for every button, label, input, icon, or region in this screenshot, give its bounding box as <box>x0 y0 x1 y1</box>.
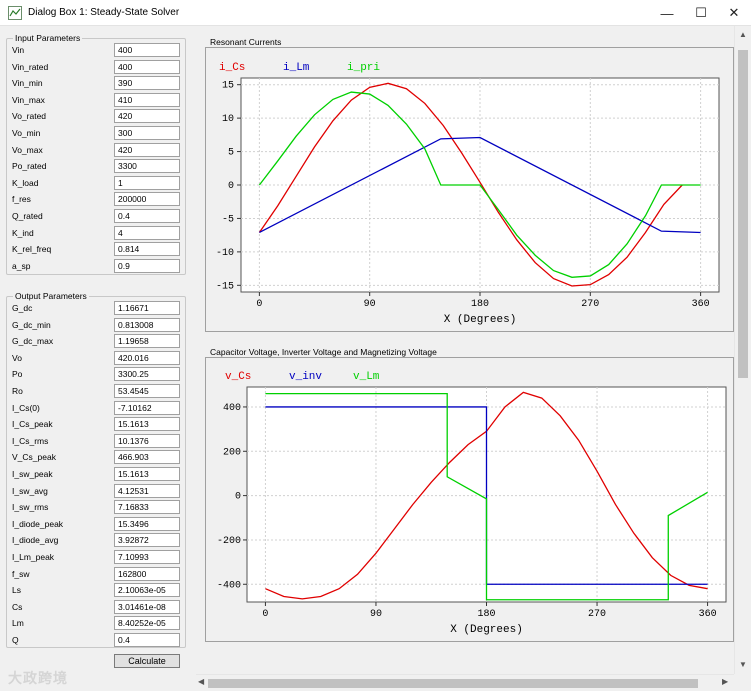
output-param-field[interactable]: 1.19658 <box>114 334 180 349</box>
output-param-field[interactable]: 3300.25 <box>114 367 180 382</box>
input-param-label: Q_rated <box>12 211 43 221</box>
output-param-label: I_Lm_peak <box>12 552 55 562</box>
input-param-field[interactable]: 0.4 <box>114 209 180 223</box>
currents-panel-label: Resonant Currents <box>210 37 282 47</box>
input-parameters-group: Input Parameters <box>6 33 186 275</box>
output-param-field[interactable]: 15.1613 <box>114 417 180 432</box>
voltages-panel-label: Capacitor Voltage, Inverter Voltage and … <box>210 347 437 357</box>
input-param-field[interactable]: 200000 <box>114 192 180 207</box>
output-param-field[interactable]: 3.01461e-08 <box>114 599 180 614</box>
minimize-button[interactable]: — <box>660 5 674 21</box>
output-param-field[interactable]: 15.3496 <box>114 516 180 531</box>
horizontal-scroll-thumb[interactable] <box>208 679 698 688</box>
currents-plot-frame <box>205 47 734 332</box>
output-param-label: V_Cs_peak <box>12 452 56 463</box>
input-param-label: Vo_rated <box>12 111 47 122</box>
input-param-label: Vin_rated <box>12 61 49 72</box>
output-parameters-title: Output Parameters <box>13 291 89 302</box>
input-param-field[interactable]: 300 <box>114 126 180 140</box>
horizontal-scrollbar[interactable]: ◀ ▶ <box>196 674 734 691</box>
output-param-field[interactable]: 53.4545 <box>114 384 180 398</box>
output-param-label: Po <box>12 369 23 380</box>
input-param-field[interactable]: 1 <box>114 175 180 190</box>
voltages-plot-frame <box>205 357 734 642</box>
close-button[interactable]: ✕ <box>728 5 740 20</box>
output-param-label: I_sw_avg <box>12 485 48 496</box>
output-param-field[interactable]: 162800 <box>114 566 180 581</box>
input-param-label: Vo_min <box>12 128 41 138</box>
input-param-field[interactable]: 3300 <box>114 159 180 174</box>
window-title: Dialog Box 1: Steady-State Solver <box>28 7 180 18</box>
output-param-field[interactable]: 4.12531 <box>114 483 180 498</box>
input-param-field[interactable]: 0.814 <box>114 242 180 257</box>
output-param-field[interactable]: 0.4 <box>114 633 180 647</box>
input-param-label: f_res <box>12 194 31 205</box>
input-param-field[interactable]: 420 <box>114 142 180 157</box>
output-param-field[interactable]: 15.1613 <box>114 467 180 481</box>
output-param-field[interactable]: 7.10993 <box>114 550 180 564</box>
input-param-label: Vin_min <box>12 78 43 89</box>
input-param-label: K_rel_freq <box>12 244 52 255</box>
input-param-field[interactable]: 0.9 <box>114 258 180 273</box>
output-param-field[interactable]: 3.92872 <box>114 533 180 548</box>
output-param-field[interactable]: 0.813008 <box>114 317 180 332</box>
output-parameters-group: Output Parameters <box>6 291 186 648</box>
output-param-field[interactable]: 466.903 <box>114 450 180 465</box>
scroll-down-icon[interactable]: ▼ <box>739 660 747 669</box>
output-param-label: G_dc <box>12 303 33 313</box>
output-param-field[interactable]: 7.16833 <box>114 500 180 515</box>
vertical-scroll-thumb[interactable] <box>738 50 748 378</box>
calculate-button[interactable]: Calculate <box>114 654 180 668</box>
vertical-scrollbar[interactable]: ▲ ▼ <box>734 26 751 674</box>
output-param-label: I_Cs_rms <box>12 435 49 446</box>
input-param-field[interactable]: 4 <box>114 225 180 240</box>
maximize-button[interactable]: ☐ <box>695 5 707 20</box>
input-param-label: K_load <box>12 177 39 188</box>
output-param-label: Vo <box>12 352 22 363</box>
output-param-field[interactable]: 420.016 <box>114 350 180 365</box>
output-param-label: I_diode_avg <box>12 535 59 546</box>
input-param-label: K_ind <box>12 227 34 238</box>
output-param-label: I_sw_rms <box>12 502 49 513</box>
output-param-label: I_sw_peak <box>12 469 53 479</box>
input-param-label: Vo_max <box>12 144 43 155</box>
output-param-label: Q <box>12 635 19 645</box>
input-param-label: Po_rated <box>12 161 47 172</box>
output-param-field[interactable]: 1.16671 <box>114 301 180 315</box>
output-param-label: I_Cs_peak <box>12 419 53 430</box>
input-param-label: Vin <box>12 45 25 55</box>
scroll-up-icon[interactable]: ▲ <box>739 30 747 39</box>
input-param-field[interactable]: 420 <box>114 109 180 124</box>
input-param-field[interactable]: 410 <box>114 92 180 107</box>
plot-app-icon <box>8 6 22 20</box>
output-param-field[interactable]: 2.10063e-05 <box>114 583 180 598</box>
watermark-logo: 大政跨境 <box>8 670 68 686</box>
output-param-label: G_dc_min <box>12 319 51 330</box>
scroll-right-icon[interactable]: ▶ <box>722 677 729 686</box>
input-param-field[interactable]: 400 <box>114 59 180 74</box>
output-param-field[interactable]: 8.40252e-05 <box>114 616 180 631</box>
output-param-label: Ls <box>12 585 21 596</box>
scroll-left-icon[interactable]: ◀ <box>198 677 205 686</box>
output-param-label: Ro <box>12 386 23 396</box>
output-param-label: f_sw <box>12 568 30 579</box>
output-param-label: G_dc_max <box>12 336 54 347</box>
output-param-label: Cs <box>12 601 23 612</box>
output-param-field[interactable]: -7.10162 <box>114 400 180 415</box>
input-param-label: a_sp <box>12 260 31 271</box>
input-param-field[interactable]: 390 <box>114 76 180 91</box>
output-param-field[interactable]: 10.1376 <box>114 433 180 448</box>
output-param-label: I_diode_peak <box>12 518 64 529</box>
input-parameters-title: Input Parameters <box>13 33 83 44</box>
output-param-label: I_Cs(0) <box>12 402 40 413</box>
output-param-label: Lm <box>12 618 24 629</box>
title-bar[interactable]: Dialog Box 1: Steady-State Solver — ☐ ✕ <box>0 0 751 26</box>
input-param-label: Vin_max <box>12 94 45 105</box>
input-param-field[interactable]: 400 <box>114 43 180 57</box>
